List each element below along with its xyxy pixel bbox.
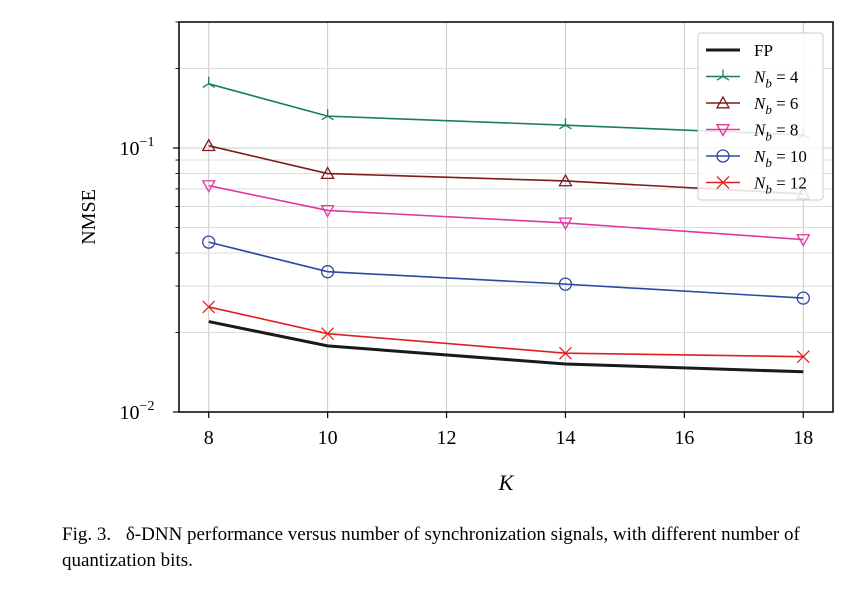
series-layer: [201, 76, 811, 374]
series-5: [202, 300, 810, 364]
series-0: [208, 320, 804, 374]
plot-frame: [178, 21, 834, 413]
series-line: [208, 306, 804, 358]
data-point: [558, 217, 573, 231]
figure-caption: Fig. 3. δ-DNN performance versus number …: [62, 522, 852, 574]
legend-marker: [716, 69, 730, 81]
x-tick-label: 14: [555, 427, 575, 449]
data-point: [202, 235, 216, 249]
data-point: [558, 173, 573, 187]
x-tick-label: 12: [437, 427, 457, 449]
y-tick-label: 10−2: [120, 399, 155, 424]
legend-item: Nb = 8: [706, 121, 798, 144]
caption-text: δ-DNN performance versus number of synch…: [62, 524, 800, 571]
legend-item: Nb = 12: [706, 174, 807, 197]
data-point: [558, 346, 572, 360]
legend-label: Nb = 6: [753, 94, 798, 117]
legend-label: Nb = 12: [753, 174, 807, 197]
data-point: [320, 166, 335, 180]
data-point: [796, 291, 810, 305]
x-axis-label: K: [498, 470, 515, 495]
data-point: [202, 76, 216, 88]
legend-label: Nb = 4: [753, 68, 799, 91]
legend-label: FP: [754, 41, 773, 60]
data-point: [320, 265, 335, 279]
legend-marker: [715, 124, 731, 137]
data-point: [321, 109, 334, 121]
series-line: [208, 184, 804, 241]
legend-item: FP: [706, 41, 773, 60]
data-point: [796, 350, 810, 364]
series-line: [208, 83, 804, 136]
axis-ticks: 8 10 12 14 16 18 10−1 10−2: [120, 21, 813, 449]
x-tick-label: 8: [204, 427, 214, 449]
y-tick-label: 10−1: [120, 135, 155, 160]
data-point: [201, 138, 216, 152]
legend-item: Nb = 6: [706, 94, 798, 117]
legend-marker: [715, 95, 731, 109]
data-point: [202, 300, 216, 314]
x-tick-label: 18: [793, 427, 813, 449]
legend-marker: [716, 176, 730, 189]
nmse-chart: 8 10 12 14 16 18 10−1 10−2 K NMSE FP Nb = 4 Nb = …: [78, 21, 834, 495]
data-point: [558, 277, 573, 291]
legend: FP Nb = 4 Nb = 6 Nb = 8 Nb = 10 Nb = 12: [697, 32, 824, 201]
data-point: [320, 204, 335, 218]
caption-label: Fig. 3.: [62, 524, 112, 545]
series-line: [208, 241, 804, 299]
series-line: [208, 320, 804, 374]
data-point: [796, 234, 811, 247]
legend-label: Nb = 8: [753, 121, 798, 144]
legend-marker: [716, 149, 730, 163]
y-axis-label: NMSE: [78, 189, 100, 245]
legend-label: Nb = 10: [753, 147, 807, 170]
data-point: [559, 118, 572, 130]
legend-item: Nb = 4: [706, 68, 799, 91]
series-line: [208, 144, 804, 195]
data-point: [321, 327, 335, 341]
data-point: [201, 180, 216, 193]
series-3: [201, 180, 811, 247]
legend-item: Nb = 10: [706, 147, 807, 170]
x-tick-label: 10: [318, 427, 338, 449]
series-4: [202, 235, 810, 305]
x-tick-label: 16: [674, 427, 694, 449]
